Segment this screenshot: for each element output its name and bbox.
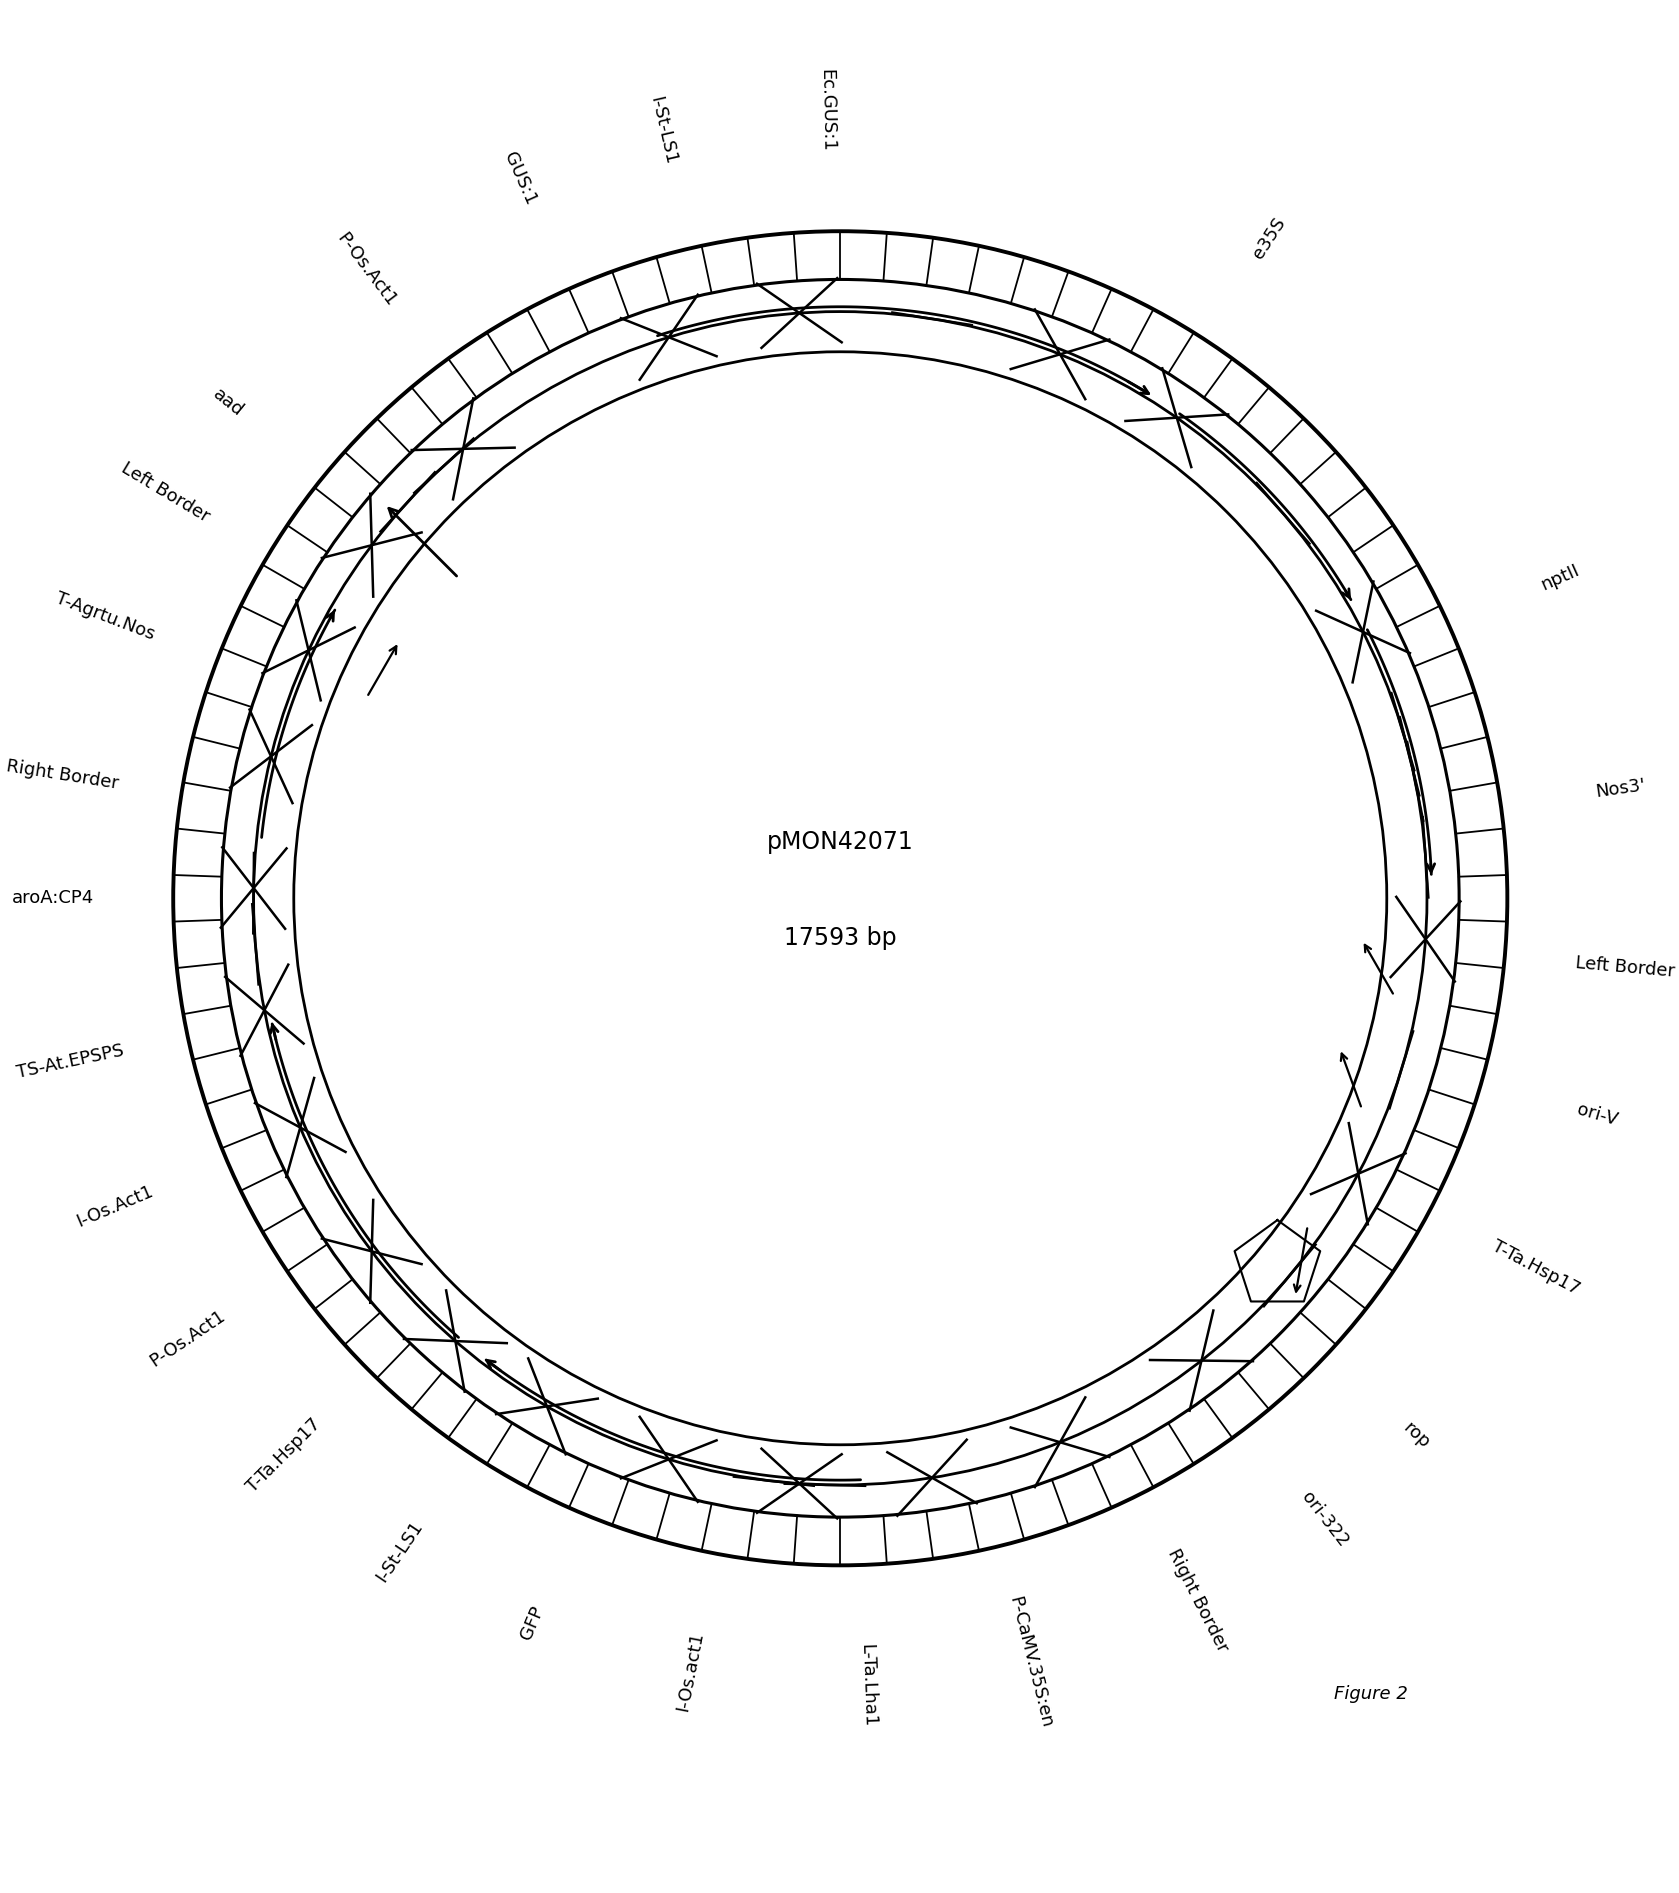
Text: TS-At.EPSPS: TS-At.EPSPS bbox=[15, 1041, 126, 1083]
Text: 17593 bp: 17593 bp bbox=[784, 926, 897, 950]
Text: I-St-LS1: I-St-LS1 bbox=[373, 1518, 426, 1584]
Text: ori-322: ori-322 bbox=[1298, 1488, 1352, 1550]
Text: e35S: e35S bbox=[1249, 214, 1289, 261]
Text: Left Border: Left Border bbox=[1575, 954, 1676, 981]
Text: Ec.GUS:1: Ec.GUS:1 bbox=[816, 70, 836, 151]
Text: T-Ta.Hsp17: T-Ta.Hsp17 bbox=[1489, 1238, 1583, 1299]
Text: aad: aad bbox=[210, 384, 247, 420]
Text: T-Agrtu.Nos: T-Agrtu.Nos bbox=[52, 589, 158, 644]
Text: I-Os.Act1: I-Os.Act1 bbox=[74, 1181, 156, 1230]
Text: L-Ta.Lha1: L-Ta.Lha1 bbox=[858, 1643, 878, 1728]
Text: Nos3': Nos3' bbox=[1593, 776, 1647, 801]
Text: GUS:1: GUS:1 bbox=[500, 150, 539, 208]
Text: aroA:CP4: aroA:CP4 bbox=[12, 890, 94, 907]
Text: pMON42071: pMON42071 bbox=[767, 829, 913, 854]
Text: rop: rop bbox=[1399, 1418, 1434, 1452]
Text: GFP: GFP bbox=[517, 1603, 547, 1643]
Text: Figure 2: Figure 2 bbox=[1333, 1685, 1407, 1704]
Text: nptII: nptII bbox=[1538, 562, 1582, 594]
Text: P-CaMV.35S:en: P-CaMV.35S:en bbox=[1006, 1596, 1056, 1730]
Text: P-Os.Act1: P-Os.Act1 bbox=[332, 229, 400, 309]
Text: Right Border: Right Border bbox=[1164, 1545, 1232, 1654]
Text: Right Border: Right Border bbox=[5, 757, 119, 793]
Text: ori-V: ori-V bbox=[1575, 1102, 1620, 1130]
Text: Left Border: Left Border bbox=[118, 460, 213, 526]
Text: P-Os.Act1: P-Os.Act1 bbox=[146, 1306, 228, 1371]
Text: T-Ta.Hsp17: T-Ta.Hsp17 bbox=[243, 1414, 324, 1495]
Text: I-Os.act1: I-Os.act1 bbox=[673, 1630, 707, 1713]
Text: I-St-LS1: I-St-LS1 bbox=[646, 95, 680, 167]
